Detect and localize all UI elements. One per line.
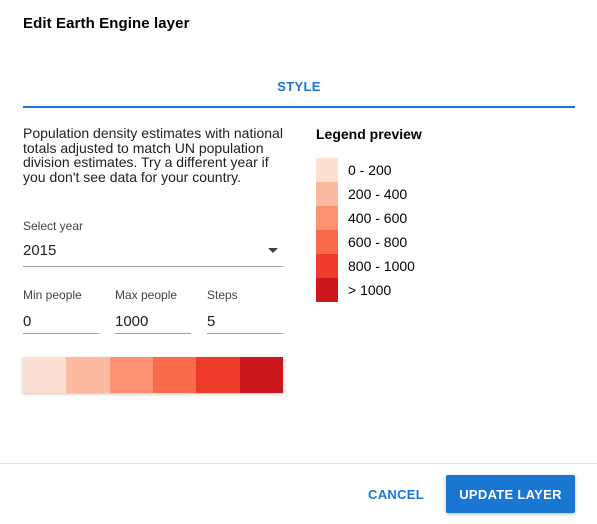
color-scale-swatch xyxy=(23,357,67,393)
legend-item: 0 - 200 xyxy=(316,158,415,182)
dropdown-arrow-icon xyxy=(268,248,278,253)
legend-item: 600 - 800 xyxy=(316,230,415,254)
legend-label: 600 - 800 xyxy=(348,234,408,250)
color-scale-swatch xyxy=(196,357,240,393)
legend-label: > 1000 xyxy=(348,282,392,298)
color-scale-swatch xyxy=(66,357,110,393)
steps-label: Steps xyxy=(207,288,238,302)
max-people-label: Max people xyxy=(115,288,178,302)
tab-style-label: STYLE xyxy=(277,79,321,94)
legend-swatch xyxy=(316,278,338,302)
tab-active-indicator xyxy=(23,106,575,108)
footer-divider xyxy=(0,463,597,464)
legend-swatch xyxy=(316,254,338,278)
min-people-input[interactable] xyxy=(23,307,99,334)
legend-item: 800 - 1000 xyxy=(316,254,415,278)
year-select-label: Select year xyxy=(23,219,84,233)
legend-swatch xyxy=(316,230,338,254)
legend-item: > 1000 xyxy=(316,278,415,302)
color-scale-swatch xyxy=(152,357,197,393)
update-layer-button[interactable]: UPDATE LAYER xyxy=(446,475,575,513)
legend-swatch xyxy=(316,182,338,206)
legend-preview: 0 - 200 200 - 400 400 - 600 600 - 800 800 - … xyxy=(316,158,415,302)
min-people-label: Min people xyxy=(23,288,82,302)
legend-preview-title: Legend preview xyxy=(316,126,422,142)
color-scale-swatch xyxy=(109,357,153,393)
year-select[interactable]: 2015 xyxy=(23,238,283,267)
layer-description: Population density estimates with nation… xyxy=(23,125,283,185)
steps-input[interactable] xyxy=(207,307,283,334)
legend-swatch xyxy=(316,158,338,182)
legend-item: 400 - 600 xyxy=(316,206,415,230)
tab-style[interactable]: STYLE xyxy=(23,70,575,108)
legend-label: 400 - 600 xyxy=(348,210,408,226)
legend-label: 800 - 1000 xyxy=(348,258,415,274)
color-scale-swatch xyxy=(239,357,283,393)
cancel-button[interactable]: CANCEL xyxy=(358,477,434,511)
legend-label: 200 - 400 xyxy=(348,186,408,202)
legend-label: 0 - 200 xyxy=(348,162,392,178)
year-select-value: 2015 xyxy=(23,242,57,259)
legend-swatch xyxy=(316,206,338,230)
legend-item: 200 - 400 xyxy=(316,182,415,206)
dialog-title: Edit Earth Engine layer xyxy=(23,15,190,32)
max-people-input[interactable] xyxy=(115,307,191,334)
color-scale-picker[interactable] xyxy=(23,357,283,393)
